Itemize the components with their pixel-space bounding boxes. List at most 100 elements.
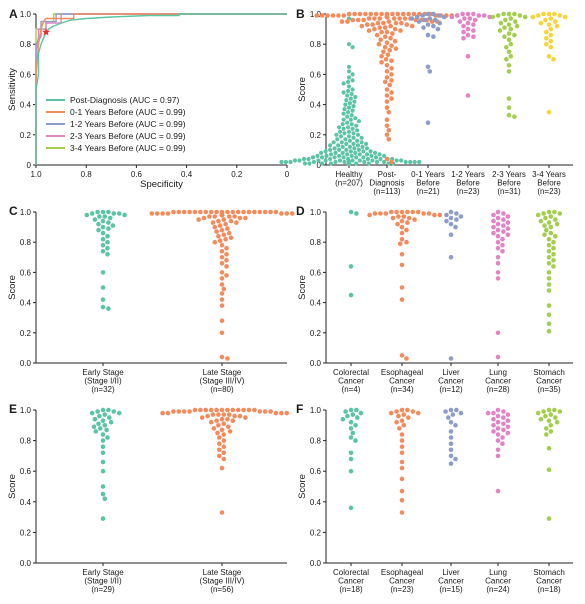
data-point — [227, 429, 233, 434]
data-point — [348, 292, 354, 298]
data-point — [345, 413, 350, 419]
x-tick-label: 0-1 Years — [411, 170, 445, 179]
data-point — [410, 409, 416, 414]
x-tick-label: Healthy — [335, 170, 362, 179]
data-point — [96, 221, 101, 227]
data-point — [505, 220, 511, 225]
data-point — [235, 209, 241, 215]
data-point — [399, 353, 405, 358]
data-point — [102, 423, 108, 428]
data-point — [355, 17, 361, 23]
data-point — [465, 20, 471, 26]
data-point — [243, 415, 248, 420]
data-point — [176, 409, 182, 414]
y-tick-label: 0.2 — [310, 329, 322, 338]
data-point — [449, 14, 455, 20]
y-tick-label: 1.0 — [20, 10, 32, 19]
data-point — [104, 427, 109, 433]
data-point — [347, 138, 352, 143]
data-point — [448, 441, 454, 447]
data-point — [454, 211, 459, 216]
x-tick-label: (n=56) — [210, 585, 234, 594]
data-point — [232, 413, 237, 419]
data-point — [219, 270, 225, 275]
y-tick-label: 0 — [317, 161, 322, 170]
data-point — [441, 14, 447, 20]
data-point — [353, 94, 358, 100]
data-point — [535, 410, 541, 416]
data-point — [339, 19, 345, 24]
data-point — [367, 212, 372, 218]
data-point — [364, 22, 370, 27]
data-point — [343, 102, 348, 107]
data-point — [219, 212, 225, 218]
data-point — [100, 236, 106, 242]
data-point — [324, 153, 329, 158]
data-point — [384, 14, 390, 20]
data-point — [348, 456, 354, 462]
data-point — [390, 31, 395, 36]
data-point — [384, 117, 390, 122]
data-point — [354, 123, 359, 128]
data-point — [448, 215, 454, 221]
data-point — [342, 159, 347, 165]
data-point — [343, 409, 348, 414]
data-point — [221, 286, 227, 292]
data-point — [102, 496, 108, 502]
data-point — [512, 32, 517, 38]
data-point — [401, 214, 407, 219]
legend-label: Post-Diagnosis (AUC = 0.97) — [70, 95, 180, 105]
x-tick-label: (n=18) — [339, 585, 363, 594]
data-point — [192, 209, 198, 215]
data-point — [221, 438, 227, 443]
data-point — [336, 13, 341, 18]
data-point — [337, 129, 343, 134]
x-axis-title: Specificity — [140, 179, 183, 190]
data-point — [352, 146, 357, 151]
data-point — [399, 20, 404, 26]
data-point — [399, 230, 405, 236]
data-point — [363, 11, 368, 17]
data-point — [444, 212, 449, 218]
data-point — [356, 147, 361, 152]
data-point — [354, 211, 359, 216]
data-point — [341, 81, 346, 86]
data-point — [410, 209, 416, 215]
data-point — [513, 19, 518, 24]
data-point — [427, 16, 433, 21]
x-tick-label: Before — [497, 179, 521, 188]
data-point — [323, 158, 328, 163]
data-point — [100, 285, 106, 290]
data-point — [448, 407, 454, 413]
data-point — [506, 31, 512, 36]
data-point — [495, 13, 501, 18]
data-point — [160, 211, 165, 216]
data-point — [111, 211, 117, 216]
data-point — [100, 209, 106, 215]
data-point — [544, 432, 549, 437]
x-tick-label: 1-2 Years — [451, 170, 485, 179]
data-point — [357, 152, 362, 157]
data-point — [219, 254, 225, 260]
y-tick-label: 0.2 — [20, 131, 32, 140]
data-point — [448, 435, 454, 440]
data-point — [465, 32, 471, 38]
data-point — [232, 214, 237, 219]
x-tick-label: 2-3 Years — [492, 170, 526, 179]
data-point — [319, 150, 324, 155]
data-point — [355, 132, 361, 137]
category-points — [449, 11, 492, 98]
data-point — [221, 432, 227, 437]
data-point — [105, 245, 110, 251]
data-point — [262, 409, 268, 414]
data-point — [396, 214, 401, 219]
data-point — [399, 432, 405, 437]
x-tick-label: Diagnosis — [369, 179, 404, 188]
y-axis-title: Score — [297, 474, 308, 499]
data-point — [495, 447, 501, 453]
data-point — [100, 242, 106, 248]
data-point — [538, 218, 544, 224]
data-point — [351, 141, 356, 146]
data-point — [345, 120, 350, 125]
